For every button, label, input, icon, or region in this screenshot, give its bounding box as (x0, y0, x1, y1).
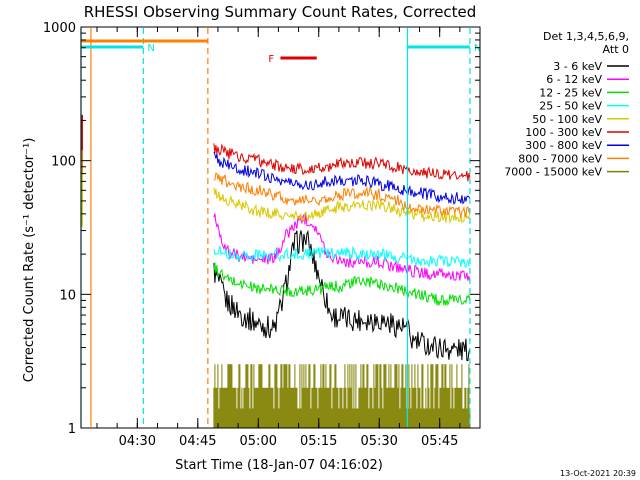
legend-label: 7000 - 15000 keV (504, 166, 602, 179)
x-tick-label: 04:45 (179, 434, 216, 449)
series-line (213, 262, 471, 307)
chart-title: RHESSI Observing Summary Count Rates, Co… (84, 3, 477, 21)
y-axis-label: Corrected Count Rate (s⁻¹ detector⁻¹) (22, 138, 37, 383)
series-800-7000-kev (213, 172, 471, 219)
legend-entry: 25 - 50 keV (539, 100, 629, 113)
legend-entry: 6 - 12 keV (546, 73, 629, 86)
x-axis-label: Start Time (18-Jan-07 04:16:02) (175, 458, 383, 473)
y-tick-label: 100 (51, 155, 76, 170)
legend-entry: 800 - 7000 keV (518, 152, 629, 165)
y-tick-label: 10 (59, 288, 76, 303)
legend-label: 300 - 800 keV (525, 139, 602, 152)
x-tick-label: 05:00 (240, 434, 277, 449)
plot-area: N N F 1 10 100 1000 04:30 04:45 05:00 05:15 05:30 05… (43, 21, 481, 449)
legend-label: 3 - 6 keV (553, 60, 602, 73)
legend-entry: 7000 - 15000 keV (504, 166, 629, 179)
flag-label: N (147, 43, 154, 54)
x-tick-label: 05:30 (360, 434, 397, 449)
x-tick-label: 05:45 (421, 434, 458, 449)
legend-label: 25 - 50 keV (539, 100, 602, 113)
series-line (213, 213, 471, 282)
legend-entry: 300 - 800 keV (525, 139, 629, 152)
series-line (213, 172, 471, 219)
footer-timestamp: 13-Oct-2021 20:39 (560, 469, 636, 478)
legend-label: 12 - 25 keV (539, 86, 602, 99)
series-line (213, 151, 471, 205)
legend-header-line-2: Att 0 (603, 43, 629, 56)
series-line (213, 187, 471, 224)
series-12-25-kev (213, 262, 471, 307)
legend-label: 50 - 100 keV (532, 113, 602, 126)
series-line (213, 229, 471, 362)
series-6-12-kev (213, 213, 471, 282)
series-line (213, 143, 471, 182)
plot-frame (80, 26, 481, 429)
legend-entry: 50 - 100 keV (532, 113, 629, 126)
series-25-50-kev (213, 245, 471, 269)
legend-entry: 12 - 25 keV (539, 86, 629, 99)
legend-label: 800 - 7000 keV (518, 152, 602, 165)
y-tick-label: 1 (68, 422, 76, 437)
flag-label: F (268, 54, 274, 65)
series-3-6-kev (213, 229, 471, 362)
x-tick-label: 04:30 (119, 434, 156, 449)
legend-entry: 3 - 6 keV (553, 60, 629, 73)
legend-label: 100 - 300 keV (525, 126, 602, 139)
series-line (213, 245, 471, 269)
series-300-800-kev (213, 151, 471, 205)
legend-header-line-1: Det 1,3,4,5,6,9, (543, 30, 629, 43)
y-tick-label: 1000 (43, 21, 76, 36)
x-tick-label: 05:15 (300, 434, 337, 449)
series-7000-15000-kev (213, 364, 471, 428)
series-100-300-kev (213, 143, 471, 182)
series-50-100-kev (213, 187, 471, 224)
flag-label: N (474, 43, 481, 54)
legend-header: Det 1,3,4,5,6,9, Att 0 (543, 30, 629, 56)
legend-entry: 100 - 300 keV (525, 126, 629, 139)
legend-label: 6 - 12 keV (546, 73, 602, 86)
